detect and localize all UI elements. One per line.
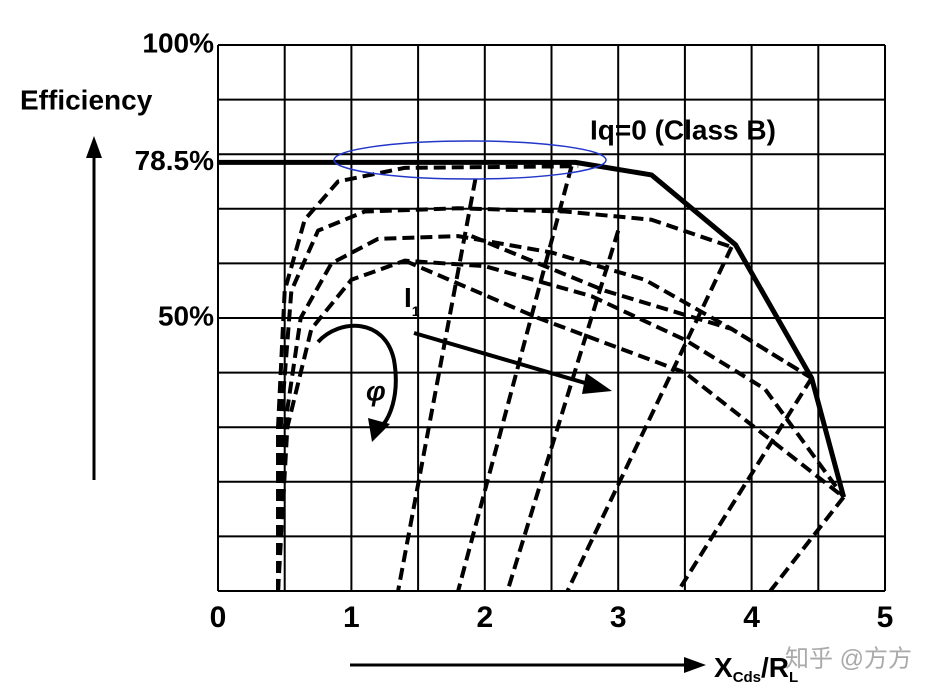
phase-label: φ [366,375,386,406]
current-label: I1 [404,282,420,318]
x-tick-label: 0 [210,601,227,634]
y-axis-label: Efficiency [20,84,153,115]
x-arrow-head [684,657,706,673]
x-tick-label: 4 [743,601,760,634]
plot: 0 1 2 3 4 5 50% 78.5% 100% [135,27,894,634]
class-b-label: Iq=0 (Class B) [590,114,776,145]
y-tick-label: 50% [158,300,214,331]
curve [505,230,621,592]
current-sub: 1 [412,303,420,319]
watermark: 知乎 @方方 [785,645,912,672]
x-tick-label: 3 [610,601,627,634]
y-arrow-head [86,136,102,158]
x-label-main: X [714,652,733,683]
curve [276,234,813,592]
curve [276,206,733,592]
curve [276,258,846,592]
y-tick-label: 78.5% [135,145,214,176]
curve [403,258,845,499]
curve [276,164,579,591]
curve [456,165,574,592]
x-label-mid: /R [761,652,789,683]
x-tick-label: 2 [476,601,493,634]
x-axis-label: XCds/RL [714,652,798,686]
phase-arrow [316,323,398,432]
curve [218,159,847,498]
current-main: I [404,282,412,313]
curve [396,178,478,592]
curve [676,376,814,593]
phase-arrow-head [368,418,390,442]
curve [768,495,846,593]
curve [470,234,813,380]
x-label-sub: L [789,669,798,686]
highlight-ellipse [333,140,607,180]
current-arrow [413,331,593,387]
x-label-sub: Cds [733,669,761,686]
x-tick-label: 5 [877,601,894,634]
current-arrow-head [582,373,612,394]
x-tick-label: 1 [343,601,360,634]
curve [565,246,734,592]
y-tick-label: 100% [142,27,214,58]
